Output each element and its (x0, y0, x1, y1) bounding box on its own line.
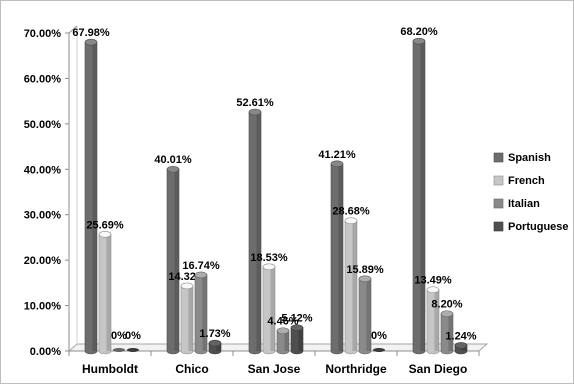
data-label: 13.49% (414, 275, 452, 287)
y-axis-depth (68, 25, 78, 34)
bar-top (194, 271, 208, 279)
bar-top (344, 217, 358, 225)
bar-shade (202, 274, 207, 351)
bar-top (262, 263, 276, 271)
bar-shade (366, 278, 371, 351)
data-label: 41.21% (318, 149, 356, 161)
bar-shade (284, 330, 289, 351)
bar-top (290, 324, 304, 332)
bar-top (454, 342, 468, 349)
legend-swatch-french (493, 175, 504, 186)
x-category-label: San Diego (409, 362, 468, 376)
bar-shade (92, 42, 97, 351)
bar-shade (174, 169, 179, 351)
y-tick-label: 40.00% (24, 164, 62, 176)
legend-swatch-italian (493, 198, 504, 209)
legend-label-italian: Italian (508, 198, 540, 210)
y-tick-label: 10.00% (24, 301, 62, 313)
data-label: 18.53% (250, 252, 288, 264)
bar-portuguese (127, 348, 139, 352)
bar-top (166, 165, 180, 173)
bar-shade (434, 289, 439, 351)
bar-top (180, 282, 194, 290)
bar-shade (270, 266, 275, 351)
legend-label-spanish: Spanish (508, 152, 551, 164)
data-label: 25.69% (86, 219, 124, 231)
bar-shade (106, 234, 111, 351)
bar-shade (352, 220, 357, 351)
x-category-label: Chico (175, 362, 208, 376)
data-label: 28.68% (332, 206, 370, 218)
bar-top (358, 275, 372, 283)
data-label: 15.89% (346, 264, 384, 276)
bar-top (84, 38, 98, 46)
bar-top (440, 310, 454, 318)
data-label: 8.20% (431, 299, 462, 311)
y-tick-label: 50.00% (24, 119, 62, 131)
bar-shade (216, 343, 221, 351)
bar-top (330, 160, 344, 168)
bar-shade (420, 41, 425, 351)
data-label: 52.61% (236, 97, 274, 109)
bar-top (98, 230, 112, 238)
data-label: 0% (371, 330, 387, 342)
bar-shade (298, 327, 303, 351)
y-tick-label: 30.00% (24, 210, 62, 222)
bar-shade (448, 313, 453, 351)
bar-shade (256, 112, 261, 352)
data-label: 0% (111, 330, 127, 342)
bar-top (248, 108, 262, 116)
data-label: 68.20% (400, 26, 438, 38)
x-category-label: San Jose (248, 362, 301, 376)
legend-swatch-spanish (493, 152, 504, 163)
y-tick-label: 60.00% (24, 73, 62, 85)
data-label: 5.12% (281, 313, 312, 325)
x-category-label: Northridge (325, 362, 387, 376)
data-label: 40.01% (154, 154, 192, 166)
legend-label-french: French (508, 175, 545, 187)
data-label: 0% (125, 330, 141, 342)
bar-top (412, 37, 426, 45)
bar-top (426, 286, 440, 294)
legend-swatch-portuguese (493, 221, 504, 232)
x-category-label: Humboldt (82, 362, 138, 376)
y-tick-label: 20.00% (24, 255, 62, 267)
bar-top (276, 327, 290, 335)
bar-portuguese (373, 348, 385, 352)
data-label: 1.73% (199, 328, 230, 340)
y-tick-label: 0.00% (30, 346, 61, 358)
bar-italian (113, 348, 125, 352)
y-tick-label: 70.00% (24, 28, 62, 40)
data-label: 16.74% (182, 260, 220, 272)
data-label: 4.46% (267, 316, 298, 328)
bar-shade (338, 163, 343, 351)
bar-top (208, 339, 222, 347)
legend-label-portuguese: Portuguese (508, 221, 569, 233)
data-label: 67.98% (72, 27, 110, 39)
bar-shade (188, 285, 193, 351)
data-label: 1.24% (445, 330, 476, 342)
